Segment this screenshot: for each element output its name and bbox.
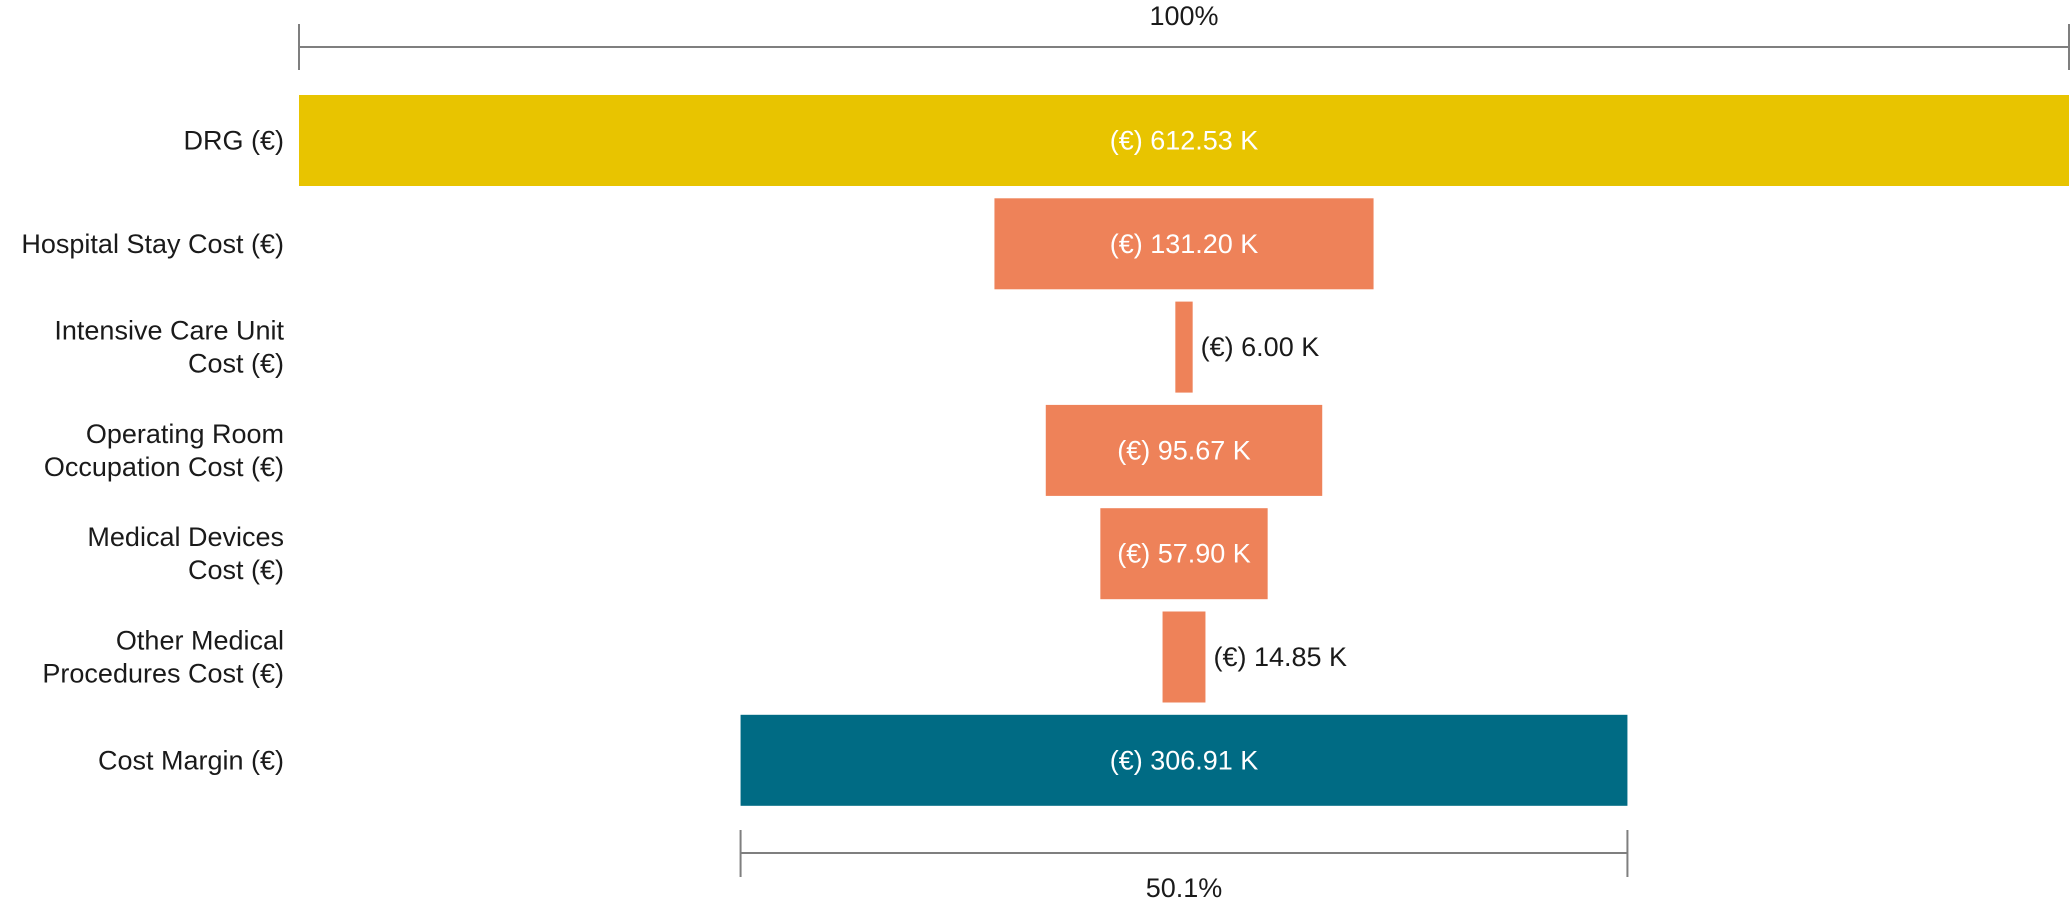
top-bracket-label: 100% — [1149, 1, 1218, 31]
category-label-line: DRG (€) — [184, 126, 285, 156]
funnel-bar — [1175, 301, 1193, 393]
bar-value-label: (€) 14.85 K — [1213, 642, 1347, 672]
bar-value-label: (€) 306.91 K — [1110, 745, 1259, 775]
funnel-bar — [1045, 404, 1323, 496]
category-label-line: Cost (€) — [188, 349, 284, 379]
funnel-bar — [740, 714, 1628, 806]
bar-value-label: (€) 95.67 K — [1117, 435, 1251, 465]
category-label-line: Other Medical — [116, 626, 284, 656]
category-label-line: Procedures Cost (€) — [42, 659, 284, 689]
bottom-bracket-label: 50.1% — [1146, 873, 1223, 903]
bar-value-label: (€) 612.53 K — [1110, 126, 1259, 156]
category-label: Other Medical Procedures Cost (€) — [42, 626, 284, 689]
bar-value-label: (€) 131.20 K — [1110, 229, 1259, 259]
bar-value-label: (€) 57.90 K — [1117, 539, 1251, 569]
category-labels: DRG (€) Hospital Stay Cost (€) Intensive C… — [21, 126, 284, 776]
category-label-line: Medical Devices — [87, 522, 284, 552]
funnel-bars — [299, 95, 2069, 806]
category-label-line: Intensive Care Unit — [54, 316, 284, 346]
category-label-line: Cost Margin (€) — [98, 745, 284, 775]
top-percent-bracket: 100% — [298, 1, 2070, 70]
category-label-line: Operating Room — [86, 419, 284, 449]
category-label: Operating Room Occupation Cost (€) — [44, 419, 284, 482]
funnel-bar — [994, 198, 1374, 290]
funnel-bar — [1162, 611, 1206, 703]
category-label: Medical Devices Cost (€) — [87, 522, 284, 585]
category-label-line: Cost (€) — [188, 555, 284, 585]
category-label: Intensive Care Unit Cost (€) — [54, 316, 284, 379]
bottom-percent-bracket: 50.1% — [739, 830, 1629, 903]
category-label-line: Hospital Stay Cost (€) — [21, 229, 284, 259]
value-labels: (€) 612.53 K (€) 131.20 K (€) 6.00 K (€) 95… — [1110, 126, 1347, 776]
category-label-line: Occupation Cost (€) — [44, 452, 284, 482]
funnel-bar — [1100, 508, 1268, 600]
category-label: Hospital Stay Cost (€) — [21, 229, 284, 259]
bar-value-label: (€) 6.00 K — [1201, 332, 1320, 362]
category-label: DRG (€) — [184, 126, 285, 156]
category-label: Cost Margin (€) — [98, 745, 284, 775]
funnel-bar — [299, 95, 2069, 186]
